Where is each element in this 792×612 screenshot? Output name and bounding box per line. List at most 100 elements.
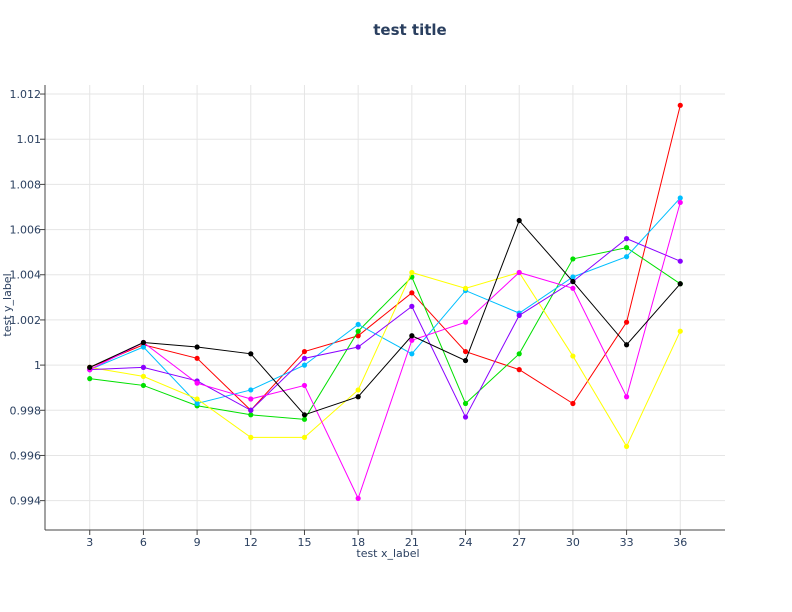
y-tick-label: 0.996 [10,449,42,462]
data-point [248,412,254,418]
x-axis-label: test x_label [356,547,419,560]
data-point [355,321,361,328]
data-point [570,256,576,262]
x-tick-label: 12 [244,536,258,549]
series-2 [87,245,683,422]
data-point [409,351,415,357]
data-point [570,278,576,285]
x-tick-label: 27 [512,536,526,549]
data-point [301,382,308,389]
y-axis-label: test y_label [1,273,14,336]
data-point [623,319,630,325]
data-point [409,290,415,296]
data-point [355,344,361,350]
data-point [355,333,361,339]
series-line [89,247,681,420]
series-line [89,271,681,448]
data-point [355,387,361,393]
y-tick-label: 1.012 [10,88,42,101]
data-point [570,353,576,359]
data-point [355,394,361,400]
y-tick-label: 1.01 [17,133,42,146]
y-tick-label: 0.998 [10,404,42,417]
data-point [462,400,469,407]
data-point [248,351,254,357]
data-point [677,102,683,108]
data-point [677,195,683,201]
axes [40,85,725,535]
data-point [301,412,308,418]
data-point [409,269,415,276]
data-point [462,414,469,420]
series-4 [87,269,683,450]
data-point [301,434,308,440]
data-point [677,281,683,287]
grid [45,85,725,530]
data-point [409,333,415,339]
x-tick-label: 21 [405,536,419,549]
data-point [87,376,93,382]
data-point [140,339,147,346]
series-line [89,219,681,416]
data-point [248,396,254,402]
data-point [623,236,630,242]
data-point [140,382,147,389]
data-point [140,344,147,350]
data-point [140,364,147,370]
x-tick-label: 15 [297,536,311,549]
series-group [87,102,683,501]
data-point [677,258,683,264]
data-point [570,400,576,407]
data-point [301,416,308,422]
data-point [194,396,200,402]
data-point [355,495,361,501]
data-point [623,394,630,400]
data-point [677,328,683,334]
series-line [89,238,681,419]
series-line [89,105,681,411]
y-tick-label: 1 [34,359,41,372]
data-point [194,400,200,407]
x-tick-label: 3 [86,536,93,549]
data-point [462,285,469,291]
data-point [677,199,683,206]
data-point [355,328,361,334]
series-5 [87,236,683,420]
x-tick-label: 6 [140,536,147,549]
data-point [301,362,308,368]
y-tick-label: 1.006 [10,224,42,237]
data-point [87,364,93,370]
series-line [89,202,681,500]
data-point [516,269,522,276]
data-point [248,407,254,413]
data-point [623,254,630,260]
y-tick-label: 0.994 [10,495,42,508]
data-point [623,342,630,348]
x-tick-label: 30 [566,536,580,549]
x-tick-label: 36 [673,536,687,549]
data-point [248,387,254,393]
x-tick-label: 18 [351,536,365,549]
data-point [516,217,522,224]
data-point [570,285,576,291]
data-point [570,274,576,280]
data-point [409,303,415,309]
chart-title: test title [373,21,446,39]
data-point [194,380,200,386]
data-point [301,355,308,361]
y-tick-label: 1.008 [10,178,42,191]
data-point [623,443,630,450]
data-point [623,245,630,251]
data-point [462,357,469,364]
data-point [462,348,469,355]
data-point [516,312,522,319]
series-7 [87,217,683,418]
series-3 [87,195,683,407]
data-point [140,373,147,379]
data-point [194,355,200,361]
x-tick-label: 9 [194,536,201,549]
data-point [409,337,415,343]
y-tick-label: 1.002 [10,314,42,327]
data-point [462,319,469,325]
